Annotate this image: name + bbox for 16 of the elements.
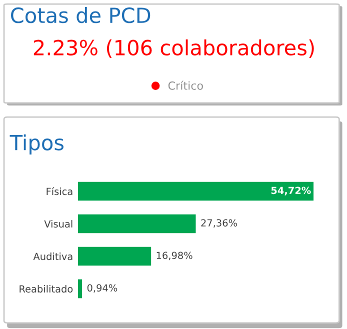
data-label: 54,72% [271,186,311,196]
y-tick-label: Física [46,187,72,196]
text: Cotas de PCD [11,7,150,24]
y-tick-label: Reabilitado [20,285,73,293]
data-label: 16,98% [156,252,192,260]
bar [78,182,314,201]
y-tick-label: Visual [44,220,72,228]
chart-title: Tipos [10,134,64,154]
y-tick-label: Auditiva [33,252,72,260]
bar [78,246,152,266]
data-label: 0,94% [87,284,118,293]
text: 2.23% (106 colaboradores) [34,39,314,58]
bar [78,214,196,234]
data-label: 27,36% [201,219,237,228]
legend-label: Crítico [168,80,203,90]
bar [78,279,82,298]
